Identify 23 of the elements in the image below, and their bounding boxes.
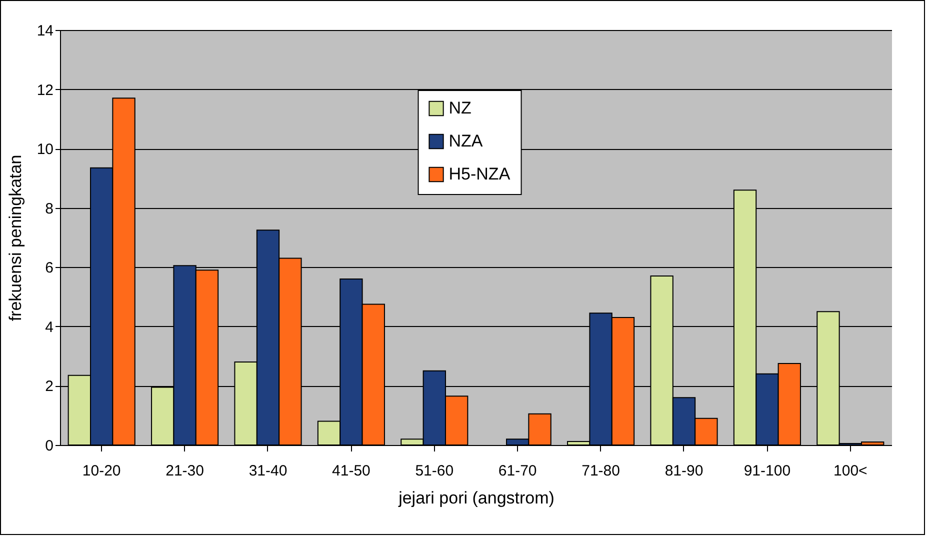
x-tick-label: 41-50 xyxy=(332,462,370,480)
x-tick-label: 21-30 xyxy=(166,462,204,480)
y-tick-label: 10 xyxy=(36,141,54,158)
legend-label: NZ xyxy=(448,98,472,118)
y-axis-title: frekuensi peningkatan xyxy=(6,154,25,322)
legend-label: H5-NZA xyxy=(448,164,511,184)
y-tick-label: 12 xyxy=(36,82,54,99)
y-tick-label: 14 xyxy=(36,22,54,40)
legend-label: NZA xyxy=(448,132,484,150)
x-tick-label: 71-80 xyxy=(582,462,620,480)
y-tick-label: 6 xyxy=(45,260,54,277)
y-tick-label: 4 xyxy=(45,318,54,336)
x-tick-label: 100< xyxy=(834,462,868,480)
y-tick-label: 2 xyxy=(45,378,54,396)
x-tick-label: 51-60 xyxy=(415,462,454,480)
x-axis-title: jejari pori (angstrom) xyxy=(398,488,554,508)
y-tick-label: 8 xyxy=(45,200,54,218)
x-tick-label: 31-40 xyxy=(248,462,288,480)
x-tick-label: 91-100 xyxy=(744,462,791,480)
x-tick-label: 81-90 xyxy=(664,462,704,480)
x-tick-label: 10-20 xyxy=(82,462,121,480)
x-tick-label: 61-70 xyxy=(498,462,537,480)
y-tick-label: 0 xyxy=(45,438,54,454)
